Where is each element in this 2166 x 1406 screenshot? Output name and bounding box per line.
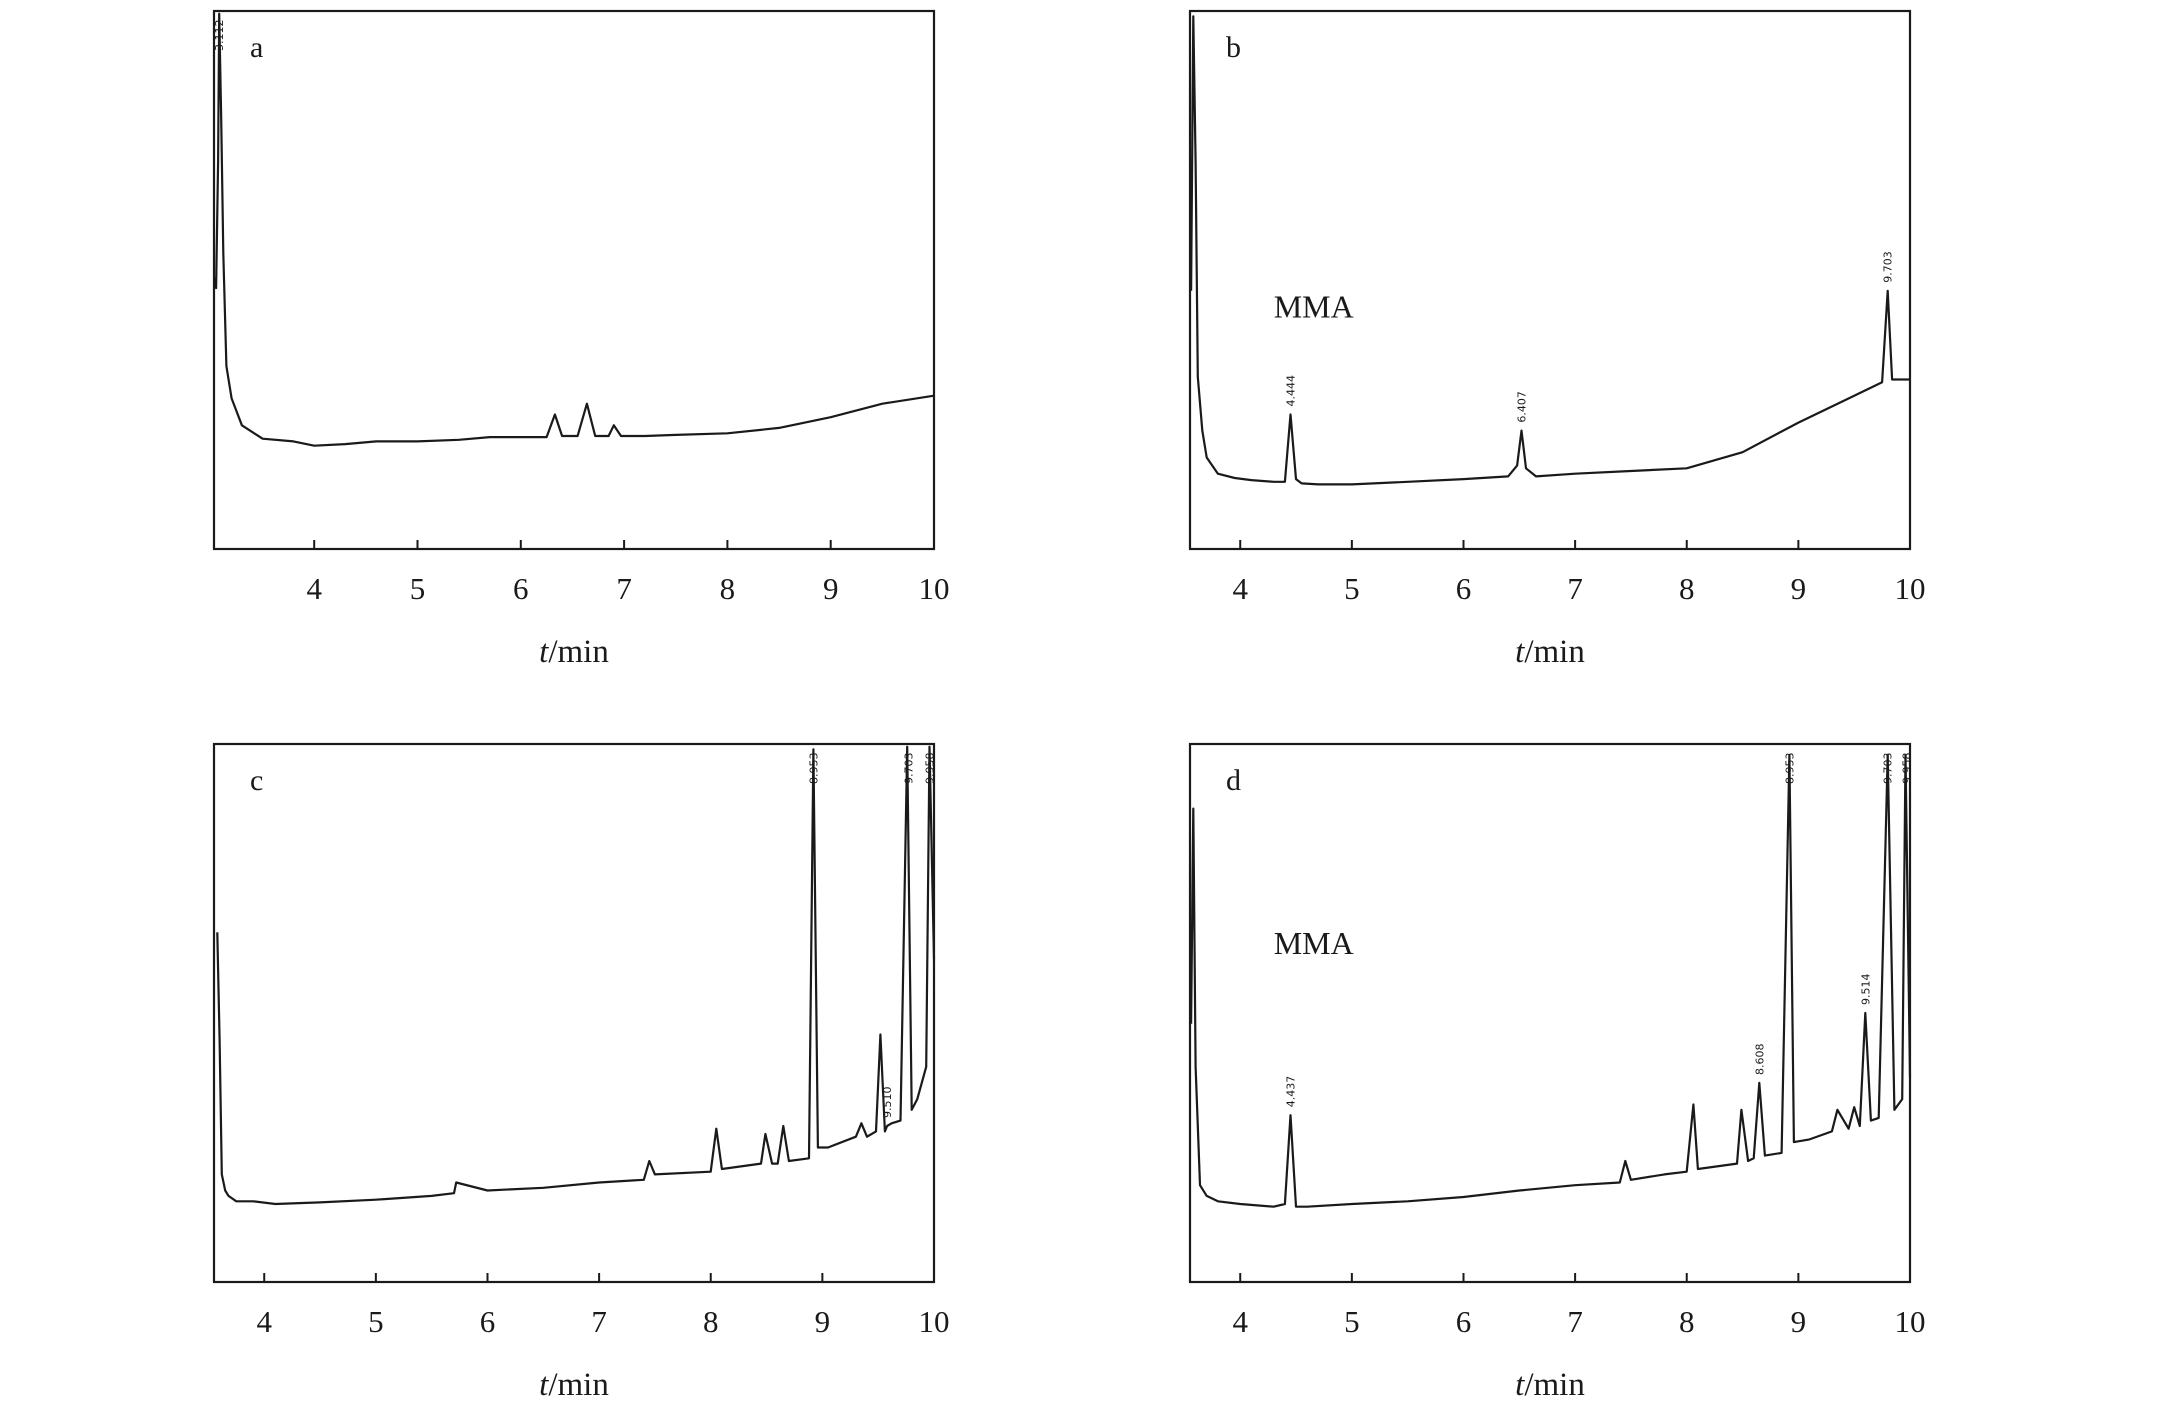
panel-frame (1188, 742, 1912, 1284)
peak-label: 6.407 (1516, 391, 1529, 423)
series-line (216, 745, 936, 1206)
x-tick-label: 6 (513, 571, 529, 606)
x-tick-label: 8 (1679, 571, 1695, 606)
panel-frame (1188, 9, 1912, 551)
x-tick-label: 7 (591, 1304, 607, 1339)
x-axis-label: t/min (539, 1367, 609, 1403)
x-tick-label: 7 (1567, 1304, 1583, 1339)
x-tick-label: 6 (1456, 1304, 1472, 1339)
peak-label: 8.953 (1783, 753, 1796, 785)
series-line (1190, 15, 1910, 486)
x-tick-label: 8 (720, 571, 736, 606)
x-tick-label: 10 (1895, 571, 1926, 606)
panel-b: 4 5 6 7 8 9 10 t/min b MMA 4.444 6.407 9.703 (1188, 9, 1926, 670)
peak-label: 8.608 (1753, 1043, 1766, 1075)
panel-a: 4 5 6 7 8 9 10 t/min a 3.112 (212, 9, 950, 670)
peak-label: 9.703 (1882, 753, 1895, 785)
x-axis-label: t/min (1515, 1367, 1585, 1403)
x-tick-label: 5 (1344, 571, 1360, 606)
x-axis-label: t/min (539, 634, 609, 670)
annotation-label: MMA (1274, 925, 1354, 961)
x-tick-label: 5 (410, 571, 426, 606)
x-tick-label: 5 (1344, 1304, 1360, 1339)
x-tick-label: 6 (1456, 571, 1472, 606)
peak-label: 9.958 (924, 753, 937, 785)
x-tick-label: 9 (1791, 571, 1807, 606)
peak-label: 9.703 (1882, 251, 1895, 283)
peak-label: 9.958 (1901, 753, 1914, 785)
peak-label: 9.514 (1859, 974, 1872, 1006)
x-tick-label: 7 (1567, 571, 1583, 606)
panel-letter: c (250, 764, 263, 797)
x-tick-label: 8 (703, 1304, 719, 1339)
x-tick-label: 8 (1679, 1304, 1695, 1339)
panel-c: 4 5 6 7 8 9 10 t/min c 8.953 9.510 9.703 9.958 (212, 742, 950, 1403)
peak-label: 9.510 (881, 1086, 894, 1118)
x-tick-label: 10 (1895, 1304, 1926, 1339)
panel-letter: b (1226, 31, 1241, 64)
x-tick-label: 10 (919, 571, 950, 606)
peak-label: 4.444 (1284, 375, 1297, 407)
panel-frame (212, 9, 936, 551)
panel-letter: a (250, 31, 263, 64)
series-line (1190, 753, 1912, 1208)
peak-label: 4.437 (1284, 1076, 1297, 1108)
peak-label: 9.703 (902, 753, 915, 785)
x-tick-label: 5 (368, 1304, 384, 1339)
peak-label: 8.953 (807, 753, 820, 785)
x-tick-label: 4 (1232, 1304, 1248, 1339)
x-tick-label: 7 (616, 571, 632, 606)
x-tick-label: 6 (480, 1304, 496, 1339)
x-tick-label: 4 (256, 1304, 272, 1339)
x-tick-label: 9 (1791, 1304, 1807, 1339)
peak-label: 3.112 (213, 20, 226, 52)
x-tick-label: 4 (1232, 571, 1248, 606)
x-tick-label: 10 (919, 1304, 950, 1339)
panel-frame (212, 742, 936, 1284)
x-tick-label: 9 (823, 571, 839, 606)
x-axis-label: t/min (1515, 634, 1585, 670)
series-line (212, 12, 935, 447)
x-tick-label: 4 (306, 571, 322, 606)
x-tick-label: 9 (815, 1304, 831, 1339)
panel-d: 4 5 6 7 8 9 10 t/min d MMA 4.437 8.608 8.953 9.514 9.7… (1188, 742, 1926, 1403)
annotation-label: MMA (1274, 289, 1354, 325)
panel-letter: d (1226, 764, 1241, 797)
